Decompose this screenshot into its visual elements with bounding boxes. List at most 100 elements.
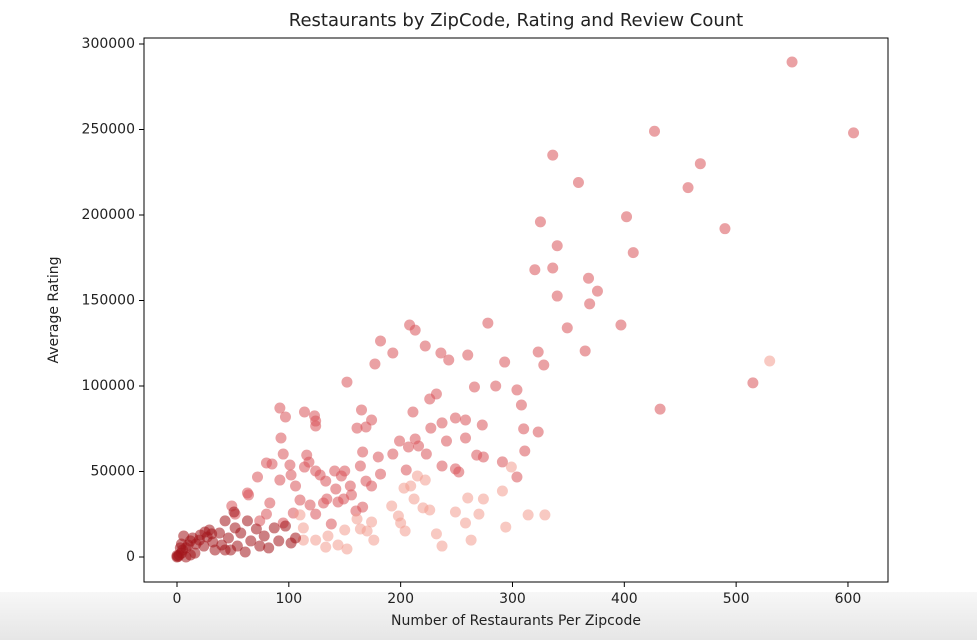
point	[409, 324, 421, 336]
x-tick-label: 300	[499, 591, 526, 607]
point	[551, 240, 563, 252]
point	[330, 483, 342, 495]
point	[465, 534, 477, 546]
point	[579, 345, 591, 357]
point	[539, 509, 551, 521]
point	[468, 381, 480, 393]
point	[298, 406, 310, 418]
point	[239, 546, 251, 558]
point	[254, 540, 266, 552]
point	[547, 149, 559, 161]
point	[341, 376, 353, 388]
point	[572, 177, 584, 189]
point	[449, 506, 461, 518]
y-tick-label: 300000	[82, 36, 135, 52]
point	[654, 403, 666, 415]
point	[344, 480, 356, 492]
point	[351, 422, 363, 434]
window-footer	[0, 592, 977, 640]
point	[436, 540, 448, 552]
point	[462, 349, 474, 361]
point	[561, 322, 573, 334]
point	[304, 499, 316, 511]
point	[419, 340, 431, 352]
point	[189, 547, 201, 559]
point	[366, 516, 378, 528]
point	[350, 505, 362, 517]
point	[241, 487, 253, 499]
point	[583, 272, 595, 284]
point	[387, 347, 399, 359]
point	[351, 513, 363, 525]
point	[375, 468, 387, 480]
plot-frame	[143, 37, 889, 583]
point	[532, 426, 544, 438]
point	[219, 515, 231, 527]
point	[369, 358, 381, 370]
point	[490, 380, 502, 392]
point	[764, 355, 776, 367]
point	[496, 485, 508, 497]
point	[615, 319, 627, 331]
y-tick-label: 250000	[82, 122, 135, 138]
point	[332, 496, 344, 508]
point	[273, 535, 285, 547]
x-tick-label: 200	[387, 591, 414, 607]
point	[198, 540, 210, 552]
x-tick-label: 600	[835, 591, 862, 607]
point	[477, 451, 489, 463]
point	[627, 247, 639, 259]
point	[274, 474, 286, 486]
y-tick-label: 200000	[82, 207, 135, 223]
point	[694, 158, 706, 170]
point	[375, 335, 387, 347]
y-axis-label: Average Rating	[46, 256, 62, 363]
point	[407, 406, 419, 418]
point	[496, 456, 508, 468]
point	[424, 504, 436, 516]
point	[518, 423, 530, 435]
point	[354, 460, 366, 472]
point	[402, 441, 414, 453]
x-tick-label: 400	[611, 591, 638, 607]
point	[476, 419, 488, 431]
point	[357, 446, 369, 458]
point	[206, 528, 218, 540]
point	[591, 285, 603, 297]
point	[279, 520, 291, 532]
point	[547, 262, 559, 274]
point	[436, 460, 448, 472]
point	[366, 480, 378, 492]
point	[320, 475, 332, 487]
point	[436, 417, 448, 429]
point	[339, 465, 351, 477]
y-tick-label: 150000	[82, 293, 135, 309]
point	[551, 290, 563, 302]
point	[264, 497, 276, 509]
point	[235, 527, 247, 539]
point	[285, 469, 297, 481]
point	[332, 539, 344, 551]
point	[250, 523, 262, 535]
point	[310, 420, 322, 432]
point	[341, 543, 353, 555]
point	[482, 317, 494, 329]
point	[460, 432, 472, 444]
point	[747, 377, 759, 389]
point	[260, 508, 272, 520]
point	[413, 440, 425, 452]
point	[290, 480, 302, 492]
point	[368, 534, 380, 546]
point	[408, 493, 420, 505]
point	[268, 522, 280, 534]
point	[500, 521, 512, 533]
point	[511, 384, 523, 396]
y-tick-label: 50000	[90, 464, 135, 480]
point	[274, 402, 286, 414]
point	[538, 359, 550, 371]
point	[511, 471, 523, 483]
point	[453, 466, 465, 478]
point	[228, 506, 240, 518]
point	[361, 525, 373, 537]
